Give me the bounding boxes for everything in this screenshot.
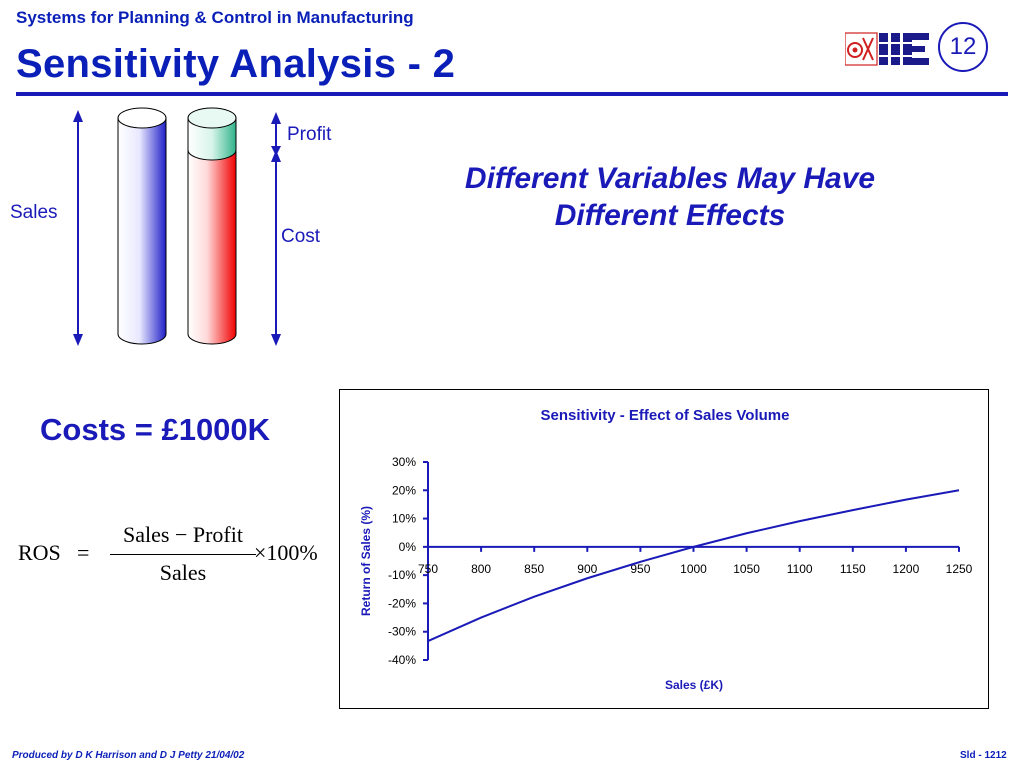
y-tick-label: -20%: [388, 596, 416, 610]
y-tick-label: -30%: [388, 625, 416, 639]
formula-multiplier: ×100%: [254, 540, 318, 565]
formula-lhs: ROS: [18, 540, 61, 565]
sales-label: Sales: [10, 202, 58, 223]
iie-logo-icon: [845, 32, 929, 66]
formula-denominator: Sales: [159, 560, 207, 585]
x-tick-label: 1250: [946, 562, 973, 576]
cost-profit-cylinder: [187, 107, 237, 345]
y-tick-label: -40%: [388, 653, 416, 667]
title-divider: [16, 92, 1008, 96]
sales-cylinder: [117, 107, 167, 345]
slide-number: 12: [938, 22, 988, 72]
footer-slide-ref: Sld - 1212: [960, 750, 1007, 761]
x-tick-label: 1000: [680, 562, 707, 576]
x-tick-label: 1100: [787, 562, 813, 576]
cost-label: Cost: [281, 226, 321, 247]
profit-arrow: [271, 112, 281, 156]
headline: Different Variables May Have Different E…: [395, 160, 945, 234]
x-tick-label: 950: [630, 562, 650, 576]
ros-formula: ROS = Sales − Profit Sales ×100%: [18, 518, 338, 588]
x-tick-label: 1150: [840, 562, 866, 576]
course-title: Systems for Planning & Control in Manufa…: [16, 8, 414, 27]
y-axis-label: Return of Sales (%): [359, 506, 373, 616]
costs-statement: Costs = £1000K: [40, 412, 271, 447]
sales-cost-profit-diagram: [73, 107, 281, 346]
formula-equals: =: [77, 540, 90, 565]
headline-line-2: Different Effects: [554, 199, 786, 232]
x-axis-label: Sales (£K): [665, 678, 723, 692]
series-line: [427, 489, 960, 642]
chart-title: Sensitivity - Effect of Sales Volume: [541, 407, 790, 424]
x-tick-label: 850: [524, 562, 544, 576]
headline-line-1: Different Variables May Have: [464, 162, 876, 195]
sales-arrow: [73, 110, 83, 346]
page-title: Sensitivity Analysis - 2: [16, 42, 456, 86]
y-tick-label: 10%: [392, 512, 416, 526]
x-tick-label: 900: [577, 562, 597, 576]
y-tick-label: 20%: [392, 483, 416, 497]
chart-svg: Sensitivity - Effect of Sales Volume 30% 2…: [359, 407, 973, 692]
fraction-bar: [110, 554, 256, 555]
y-tick-label: 0%: [399, 540, 417, 554]
profit-label: Profit: [287, 124, 332, 145]
sensitivity-chart: Sensitivity - Effect of Sales Volume 30% 2…: [339, 389, 989, 709]
x-tick-label: 800: [471, 562, 491, 576]
footer-credit: Produced by D K Harrison and D J Petty 2…: [12, 750, 245, 761]
x-tick-label: 1050: [733, 562, 760, 576]
y-tick-label: -10%: [388, 568, 416, 582]
y-tick-label: 30%: [392, 455, 416, 469]
cost-arrow: [271, 150, 281, 346]
x-tick-label: 1200: [893, 562, 920, 576]
formula-numerator: Sales − Profit: [123, 522, 243, 547]
x-tick-label: 750: [418, 562, 438, 576]
